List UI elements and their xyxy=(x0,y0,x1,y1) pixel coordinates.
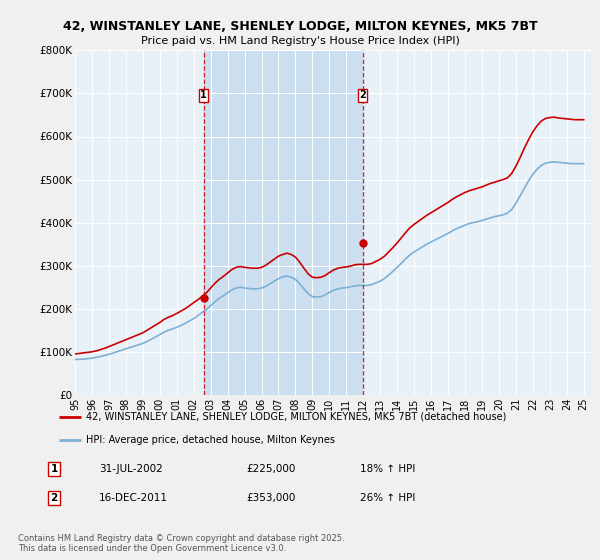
Text: 1: 1 xyxy=(200,90,207,100)
Text: 31-JUL-2002: 31-JUL-2002 xyxy=(99,464,163,474)
Text: Price paid vs. HM Land Registry's House Price Index (HPI): Price paid vs. HM Land Registry's House … xyxy=(140,36,460,46)
Text: £225,000: £225,000 xyxy=(246,464,295,474)
Bar xyxy=(203,50,362,395)
Text: 42, WINSTANLEY LANE, SHENLEY LODGE, MILTON KEYNES, MK5 7BT: 42, WINSTANLEY LANE, SHENLEY LODGE, MILT… xyxy=(62,20,538,32)
Text: 16-DEC-2011: 16-DEC-2011 xyxy=(99,493,168,503)
Text: £353,000: £353,000 xyxy=(246,493,295,503)
Text: Contains HM Land Registry data © Crown copyright and database right 2025.
This d: Contains HM Land Registry data © Crown c… xyxy=(18,534,344,553)
Text: 2: 2 xyxy=(359,90,366,100)
Text: HPI: Average price, detached house, Milton Keynes: HPI: Average price, detached house, Milt… xyxy=(86,435,335,445)
Text: 1: 1 xyxy=(50,464,58,474)
Text: 2: 2 xyxy=(50,493,58,503)
Text: 18% ↑ HPI: 18% ↑ HPI xyxy=(360,464,415,474)
Text: 26% ↑ HPI: 26% ↑ HPI xyxy=(360,493,415,503)
Text: 42, WINSTANLEY LANE, SHENLEY LODGE, MILTON KEYNES, MK5 7BT (detached house): 42, WINSTANLEY LANE, SHENLEY LODGE, MILT… xyxy=(86,412,506,422)
